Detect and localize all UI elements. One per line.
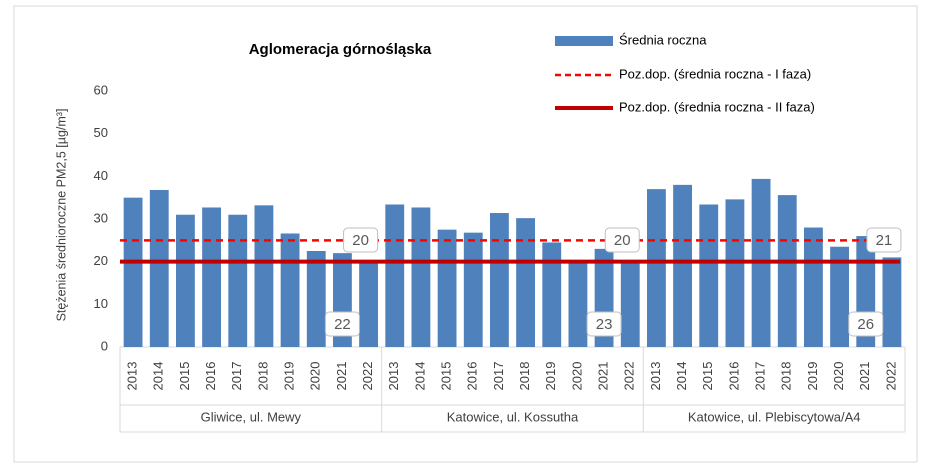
y-tick-label: 20 xyxy=(94,253,108,268)
bar xyxy=(280,233,300,347)
x-tick-label: 2015 xyxy=(700,362,715,391)
x-tick-label: 2019 xyxy=(543,362,558,391)
bar xyxy=(228,214,248,347)
x-tick-label: 2019 xyxy=(282,362,297,391)
x-tick-label: 2018 xyxy=(517,362,532,391)
bar xyxy=(437,229,457,347)
y-tick-label: 10 xyxy=(94,296,108,311)
group-label: Katowice, ul. Kossutha xyxy=(447,409,579,424)
bar xyxy=(803,227,823,347)
x-tick-label: 2017 xyxy=(229,362,244,391)
x-tick-label: 2015 xyxy=(439,362,454,391)
bar xyxy=(725,199,745,347)
bar xyxy=(830,246,850,347)
y-tick-label: 60 xyxy=(94,82,108,97)
bar xyxy=(175,214,195,347)
legend-label: Poz.dop. (średnia roczna - II faza) xyxy=(619,99,815,114)
x-tick-label: 2017 xyxy=(491,362,506,391)
bar xyxy=(123,197,143,347)
x-tick-label: 2017 xyxy=(753,362,768,391)
value-label: 20 xyxy=(614,232,631,249)
bar xyxy=(254,205,274,347)
bar xyxy=(411,207,431,347)
x-tick-label: 2019 xyxy=(805,362,820,391)
value-label-box xyxy=(343,227,379,253)
bar xyxy=(202,207,222,347)
value-label: 23 xyxy=(596,316,613,333)
y-tick-label: 50 xyxy=(94,125,108,140)
chart-title: Aglomeracja górnośląska xyxy=(249,41,432,58)
bar xyxy=(306,251,326,347)
group-label: Gliwice, ul. Mewy xyxy=(201,409,302,424)
bar xyxy=(359,261,379,347)
value-label: 21 xyxy=(876,232,893,249)
x-tick-label: 2016 xyxy=(726,362,741,391)
group-label: Katowice, ul. Plebiscytowa/A4 xyxy=(688,409,861,424)
x-tick-label: 2021 xyxy=(857,362,872,391)
bar xyxy=(882,257,902,347)
bar xyxy=(646,189,666,347)
x-tick-label: 2022 xyxy=(360,362,375,391)
x-tick-label: 2020 xyxy=(569,362,584,391)
x-tick-label: 2014 xyxy=(674,362,689,391)
bar xyxy=(620,261,640,347)
value-label-box xyxy=(604,227,640,253)
bar xyxy=(463,232,483,347)
x-tick-label: 2018 xyxy=(779,362,794,391)
x-tick-label: 2016 xyxy=(203,362,218,391)
legend-swatch xyxy=(555,36,613,46)
x-tick-label: 2018 xyxy=(255,362,270,391)
y-tick-label: 30 xyxy=(94,210,108,225)
x-tick-label: 2020 xyxy=(308,362,323,391)
bar xyxy=(385,204,405,347)
y-tick-label: 0 xyxy=(101,338,108,353)
x-tick-label: 2020 xyxy=(831,362,846,391)
x-tick-label: 2022 xyxy=(622,362,637,391)
bar xyxy=(568,261,588,347)
x-tick-label: 2014 xyxy=(412,362,427,391)
bar xyxy=(699,204,719,347)
y-tick-label: 40 xyxy=(94,168,108,183)
x-tick-label: 2013 xyxy=(386,362,401,391)
value-label: 26 xyxy=(857,316,874,333)
value-label: 22 xyxy=(334,316,351,333)
x-tick-label: 2021 xyxy=(596,362,611,391)
value-label-box xyxy=(586,311,622,337)
x-tick-label: 2022 xyxy=(883,362,898,391)
x-tick-label: 2016 xyxy=(465,362,480,391)
bar xyxy=(777,195,797,347)
bar xyxy=(542,242,562,347)
x-tick-label: 2015 xyxy=(177,362,192,391)
bar xyxy=(673,184,693,347)
legend-label: Poz.dop. (średnia roczna - I faza) xyxy=(619,66,811,81)
x-tick-label: 2013 xyxy=(648,362,663,391)
value-label-box xyxy=(866,227,902,253)
value-label-box xyxy=(848,311,884,337)
x-tick-label: 2013 xyxy=(125,362,140,391)
x-tick-label: 2021 xyxy=(334,362,349,391)
bar xyxy=(516,218,536,347)
x-tick-label: 2014 xyxy=(151,362,166,391)
value-label: 20 xyxy=(352,232,369,249)
y-axis-label: Stężenia średnioroczne PM2,5 [µg/m³] xyxy=(54,109,68,322)
bar xyxy=(489,213,509,347)
bar xyxy=(149,189,169,347)
legend-label: Średnia roczna xyxy=(619,32,707,47)
value-label-box xyxy=(324,311,360,337)
